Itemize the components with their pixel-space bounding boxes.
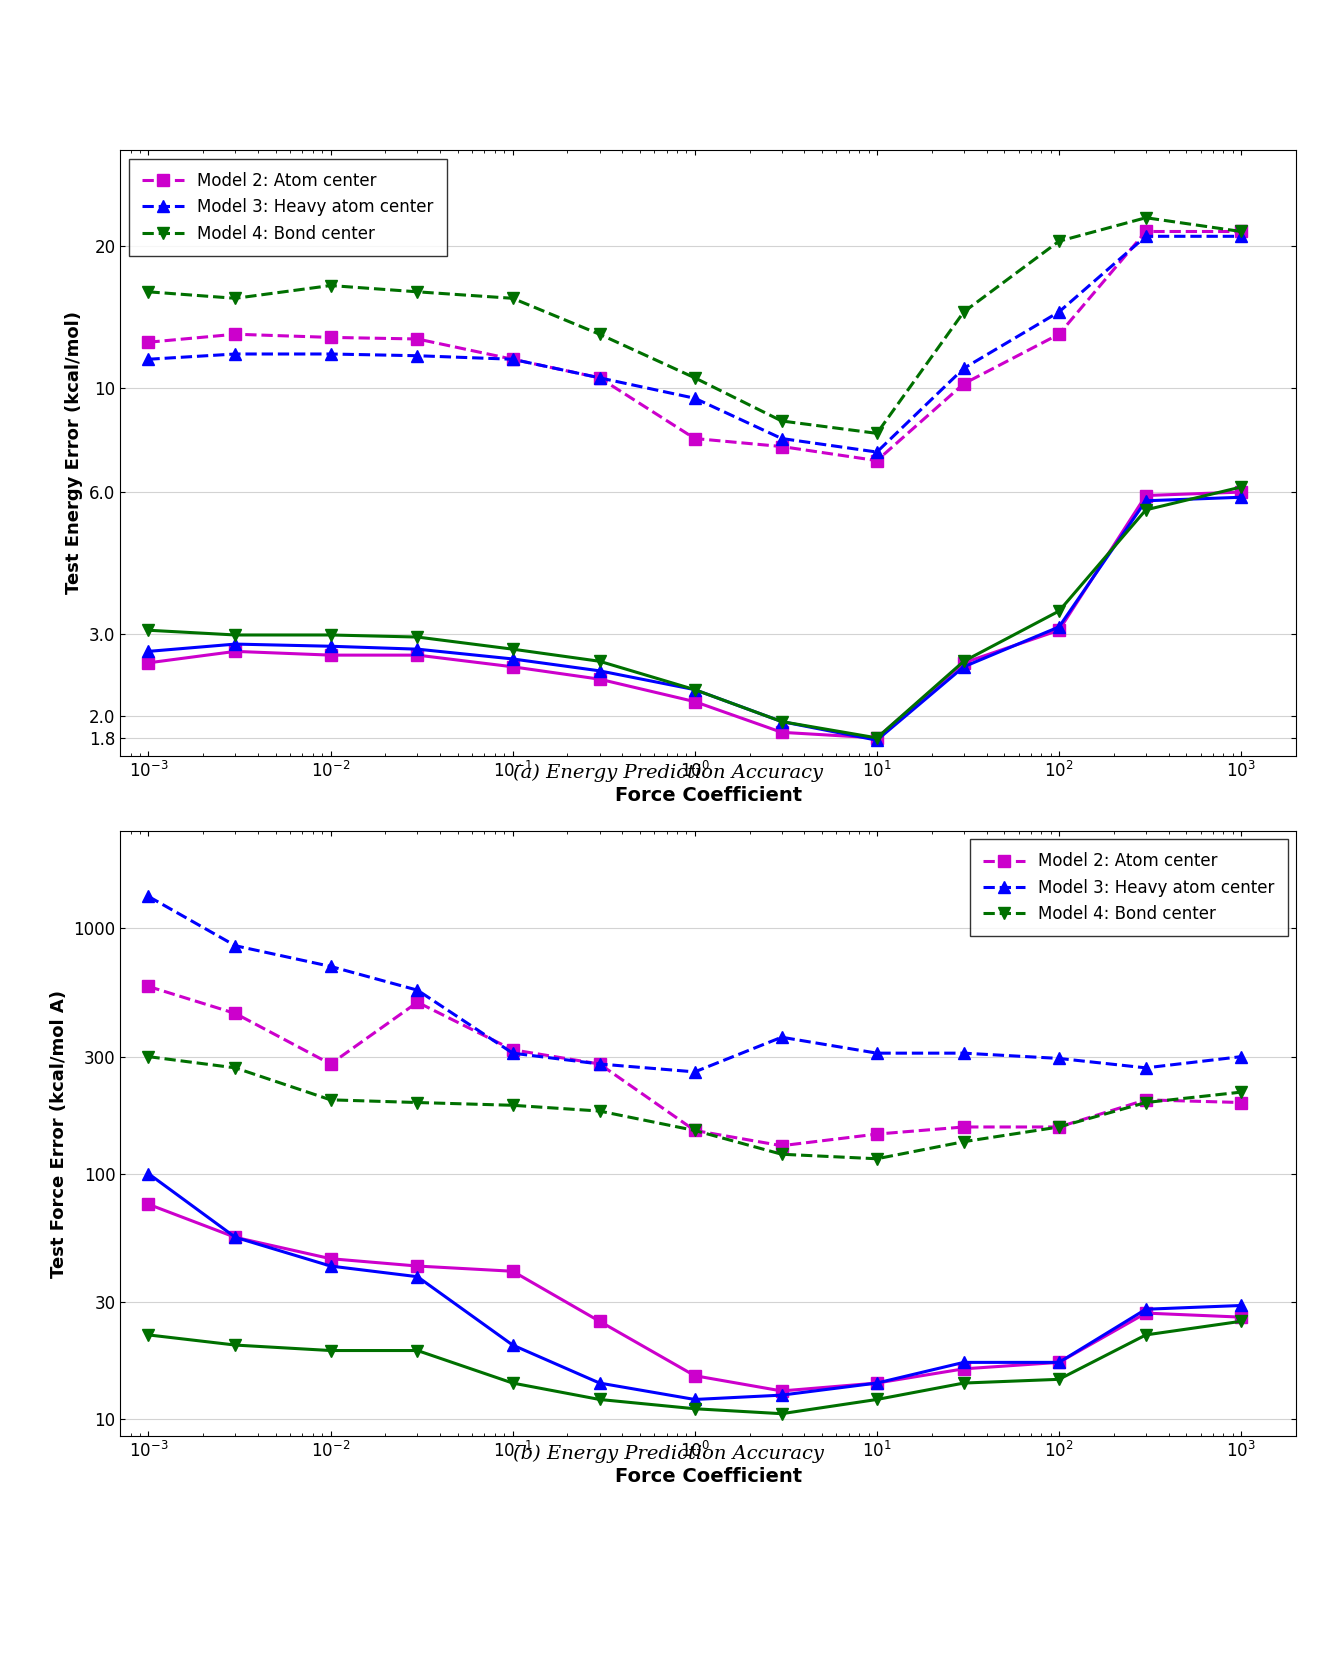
Model 2: Atom center: (100, 155): Atom center: (100, 155) <box>1051 1117 1067 1137</box>
Model 3: Heavy atom center: (0.001, 1.35e+03): Heavy atom center: (0.001, 1.35e+03) <box>140 887 156 907</box>
Model 3: Heavy atom center: (0.1, 310): Heavy atom center: (0.1, 310) <box>505 1044 521 1064</box>
Text: (b) Energy Prediction Accuracy: (b) Energy Prediction Accuracy <box>513 1445 823 1463</box>
Model 3: Heavy atom center: (3, 7.8): Heavy atom center: (3, 7.8) <box>774 429 790 449</box>
Model 4: Bond center: (1e+03, 215): Bond center: (1e+03, 215) <box>1233 1082 1249 1102</box>
Model 3: Heavy atom center: (1e+03, 300): Heavy atom center: (1e+03, 300) <box>1233 1047 1249 1067</box>
Model 4: Bond center: (0.001, 16): Bond center: (0.001, 16) <box>140 282 156 302</box>
Line: Model 4: Bond center: Model 4: Bond center <box>143 1050 1246 1164</box>
Model 4: Bond center: (1, 10.5): Bond center: (1, 10.5) <box>687 367 703 387</box>
Model 4: Bond center: (30, 135): Bond center: (30, 135) <box>955 1132 971 1152</box>
Model 3: Heavy atom center: (10, 310): Heavy atom center: (10, 310) <box>868 1044 884 1064</box>
Model 3: Heavy atom center: (1, 260): Heavy atom center: (1, 260) <box>687 1062 703 1082</box>
Model 2: Atom center: (1e+03, 195): Atom center: (1e+03, 195) <box>1233 1092 1249 1112</box>
Model 3: Heavy atom center: (0.3, 280): Heavy atom center: (0.3, 280) <box>592 1054 608 1074</box>
Model 4: Bond center: (0.003, 15.5): Bond center: (0.003, 15.5) <box>227 289 243 309</box>
Model 4: Bond center: (0.03, 16): Bond center: (0.03, 16) <box>409 282 425 302</box>
Legend: Model 2: Atom center, Model 3: Heavy atom center, Model 4: Bond center: Model 2: Atom center, Model 3: Heavy ato… <box>970 838 1288 937</box>
Model 3: Heavy atom center: (1, 9.5): Heavy atom center: (1, 9.5) <box>687 387 703 407</box>
Model 3: Heavy atom center: (300, 270): Heavy atom center: (300, 270) <box>1138 1057 1154 1077</box>
Model 3: Heavy atom center: (3, 360): Heavy atom center: (3, 360) <box>774 1027 790 1047</box>
Model 2: Atom center: (0.003, 450): Atom center: (0.003, 450) <box>227 1004 243 1024</box>
Model 4: Bond center: (0.003, 270): Bond center: (0.003, 270) <box>227 1057 243 1077</box>
Text: (a) Energy Prediction Accuracy: (a) Energy Prediction Accuracy <box>513 765 823 782</box>
Model 3: Heavy atom center: (0.1, 11.5): Heavy atom center: (0.1, 11.5) <box>505 349 521 369</box>
Model 3: Heavy atom center: (30, 310): Heavy atom center: (30, 310) <box>955 1044 971 1064</box>
Model 4: Bond center: (0.1, 190): Bond center: (0.1, 190) <box>505 1096 521 1116</box>
Model 4: Bond center: (3, 8.5): Bond center: (3, 8.5) <box>774 411 790 431</box>
Model 2: Atom center: (300, 21.5): Atom center: (300, 21.5) <box>1138 222 1154 242</box>
Line: Model 3: Heavy atom center: Model 3: Heavy atom center <box>143 890 1246 1077</box>
Model 2: Atom center: (1, 150): Atom center: (1, 150) <box>687 1121 703 1141</box>
Model 4: Bond center: (300, 195): Bond center: (300, 195) <box>1138 1092 1154 1112</box>
Model 4: Bond center: (30, 14.5): Bond center: (30, 14.5) <box>955 302 971 322</box>
Model 3: Heavy atom center: (0.03, 560): Heavy atom center: (0.03, 560) <box>409 980 425 1000</box>
Model 2: Atom center: (100, 13): Atom center: (100, 13) <box>1051 324 1067 344</box>
Model 2: Atom center: (10, 145): Atom center: (10, 145) <box>868 1124 884 1144</box>
Model 2: Atom center: (0.1, 320): Atom center: (0.1, 320) <box>505 1040 521 1060</box>
X-axis label: Force Coefficient: Force Coefficient <box>615 1466 802 1486</box>
Model 3: Heavy atom center: (0.3, 10.5): Heavy atom center: (0.3, 10.5) <box>592 367 608 387</box>
Line: Model 4: Bond center: Model 4: Bond center <box>143 212 1246 439</box>
Model 4: Bond center: (0.01, 16.5): Bond center: (0.01, 16.5) <box>322 276 338 296</box>
Model 2: Atom center: (0.001, 580): Atom center: (0.001, 580) <box>140 977 156 997</box>
Model 2: Atom center: (0.03, 12.7): Atom center: (0.03, 12.7) <box>409 329 425 349</box>
Model 3: Heavy atom center: (1e+03, 21): Heavy atom center: (1e+03, 21) <box>1233 225 1249 245</box>
Model 2: Atom center: (3, 7.5): Atom center: (3, 7.5) <box>774 436 790 456</box>
Model 2: Atom center: (1e+03, 21.5): Atom center: (1e+03, 21.5) <box>1233 222 1249 242</box>
Legend: Model 2: Atom center, Model 3: Heavy atom center, Model 4: Bond center: Model 2: Atom center, Model 3: Heavy ato… <box>128 159 446 256</box>
Model 3: Heavy atom center: (0.01, 11.8): Heavy atom center: (0.01, 11.8) <box>322 344 338 364</box>
Model 4: Bond center: (10, 8): Bond center: (10, 8) <box>868 423 884 443</box>
Model 4: Bond center: (1, 150): Bond center: (1, 150) <box>687 1121 703 1141</box>
Model 3: Heavy atom center: (100, 14.5): Heavy atom center: (100, 14.5) <box>1051 302 1067 322</box>
Model 2: Atom center: (0.01, 280): Atom center: (0.01, 280) <box>322 1054 338 1074</box>
Model 2: Atom center: (300, 200): Atom center: (300, 200) <box>1138 1091 1154 1111</box>
Model 2: Atom center: (0.3, 280): Atom center: (0.3, 280) <box>592 1054 608 1074</box>
Model 2: Atom center: (0.3, 10.5): Atom center: (0.3, 10.5) <box>592 367 608 387</box>
Model 4: Bond center: (1e+03, 21.5): Bond center: (1e+03, 21.5) <box>1233 222 1249 242</box>
Model 2: Atom center: (3, 130): Atom center: (3, 130) <box>774 1136 790 1156</box>
Line: Model 2: Atom center: Model 2: Atom center <box>143 980 1246 1151</box>
Model 2: Atom center: (30, 10.2): Atom center: (30, 10.2) <box>955 374 971 394</box>
Model 2: Atom center: (0.03, 500): Atom center: (0.03, 500) <box>409 992 425 1012</box>
Model 2: Atom center: (10, 7): Atom center: (10, 7) <box>868 451 884 471</box>
Model 3: Heavy atom center: (100, 295): Heavy atom center: (100, 295) <box>1051 1049 1067 1069</box>
Model 3: Heavy atom center: (0.003, 11.8): Heavy atom center: (0.003, 11.8) <box>227 344 243 364</box>
Model 4: Bond center: (0.3, 180): Bond center: (0.3, 180) <box>592 1101 608 1121</box>
Model 2: Atom center: (0.001, 12.5): Atom center: (0.001, 12.5) <box>140 332 156 352</box>
Model 3: Heavy atom center: (30, 11): Heavy atom center: (30, 11) <box>955 359 971 379</box>
Model 2: Atom center: (30, 155): Atom center: (30, 155) <box>955 1117 971 1137</box>
Y-axis label: Test Energy Error (kcal/mol): Test Energy Error (kcal/mol) <box>65 312 83 595</box>
Line: Model 2: Atom center: Model 2: Atom center <box>143 225 1246 466</box>
Model 4: Bond center: (300, 23): Bond center: (300, 23) <box>1138 207 1154 227</box>
Model 4: Bond center: (3, 120): Bond center: (3, 120) <box>774 1144 790 1164</box>
Model 2: Atom center: (0.1, 11.5): Atom center: (0.1, 11.5) <box>505 349 521 369</box>
Model 3: Heavy atom center: (10, 7.3): Heavy atom center: (10, 7.3) <box>868 443 884 463</box>
Model 3: Heavy atom center: (0.03, 11.7): Heavy atom center: (0.03, 11.7) <box>409 346 425 366</box>
Model 3: Heavy atom center: (0.001, 11.5): Heavy atom center: (0.001, 11.5) <box>140 349 156 369</box>
Model 2: Atom center: (0.003, 13): Atom center: (0.003, 13) <box>227 324 243 344</box>
Line: Model 3: Heavy atom center: Model 3: Heavy atom center <box>143 230 1246 458</box>
Model 4: Bond center: (100, 155): Bond center: (100, 155) <box>1051 1117 1067 1137</box>
Model 4: Bond center: (10, 115): Bond center: (10, 115) <box>868 1149 884 1169</box>
Model 4: Bond center: (0.001, 300): Bond center: (0.001, 300) <box>140 1047 156 1067</box>
Model 4: Bond center: (100, 20.5): Bond center: (100, 20.5) <box>1051 230 1067 250</box>
Model 4: Bond center: (0.03, 195): Bond center: (0.03, 195) <box>409 1092 425 1112</box>
Y-axis label: Test Force Error (kcal/mol A): Test Force Error (kcal/mol A) <box>49 990 68 1278</box>
Model 3: Heavy atom center: (300, 21): Heavy atom center: (300, 21) <box>1138 225 1154 245</box>
X-axis label: Force Coefficient: Force Coefficient <box>615 787 802 805</box>
Model 3: Heavy atom center: (0.01, 700): Heavy atom center: (0.01, 700) <box>322 957 338 977</box>
Model 4: Bond center: (0.3, 13): Bond center: (0.3, 13) <box>592 324 608 344</box>
Model 2: Atom center: (0.01, 12.8): Atom center: (0.01, 12.8) <box>322 327 338 347</box>
Model 3: Heavy atom center: (0.003, 850): Heavy atom center: (0.003, 850) <box>227 935 243 955</box>
Model 4: Bond center: (0.1, 15.5): Bond center: (0.1, 15.5) <box>505 289 521 309</box>
Model 2: Atom center: (1, 7.8): Atom center: (1, 7.8) <box>687 429 703 449</box>
Model 4: Bond center: (0.01, 200): Bond center: (0.01, 200) <box>322 1091 338 1111</box>
